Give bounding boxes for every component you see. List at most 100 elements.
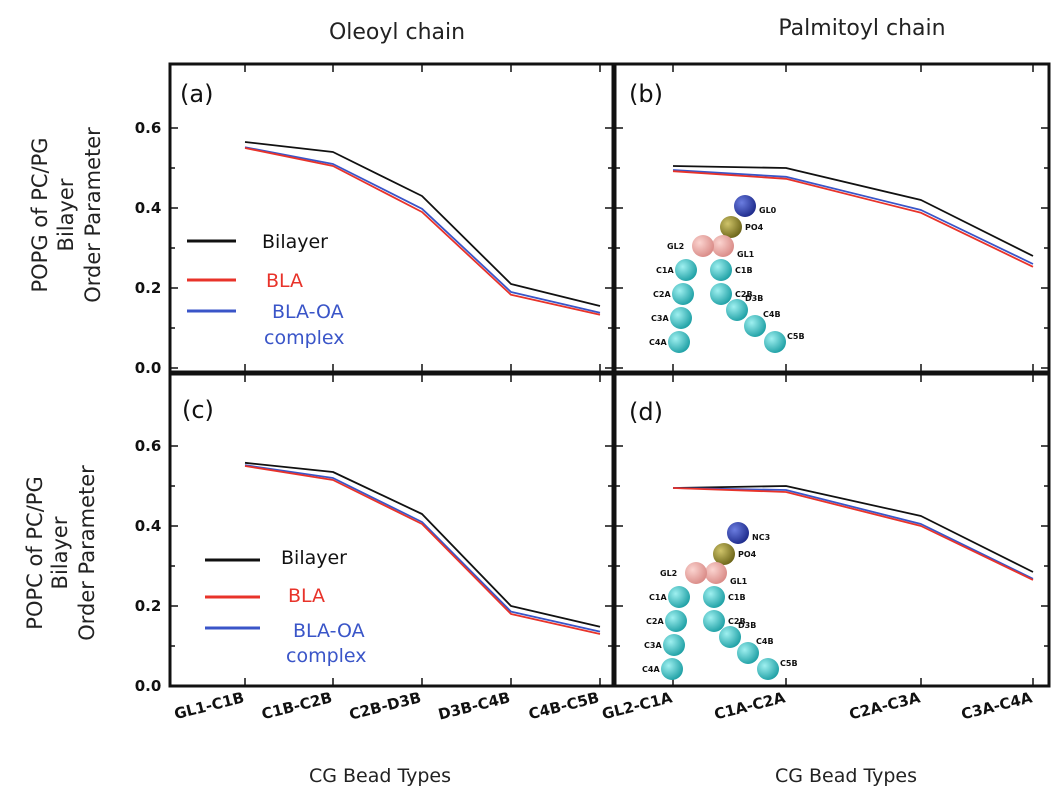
bead-gl1 xyxy=(705,562,727,584)
bead-c4a xyxy=(668,331,690,353)
bead-nc3 xyxy=(727,522,749,544)
bead-label: PO4 xyxy=(738,550,757,559)
bead-c2a xyxy=(665,610,687,632)
bead-label: C4A xyxy=(642,665,660,674)
series-line-bla xyxy=(672,170,1034,268)
x-tick-label: C3A-C4A xyxy=(959,688,1034,723)
legend-bottom-bla-label: BLA xyxy=(288,585,325,607)
y-tick-label: 0.2 xyxy=(135,597,162,615)
panel-label: (b) xyxy=(629,80,663,108)
legend-bottom-blaoa-label2: complex xyxy=(286,645,367,667)
bead-label: C2A xyxy=(653,290,671,299)
xlabel-right: CG Bead Types xyxy=(775,765,917,787)
molecule-bottom: NC3 PO4 GL1 GL2 C1B C1A C2B C2A D3B C3A C4B C4A C5B xyxy=(642,522,798,680)
bead-label: NC3 xyxy=(752,533,770,542)
x-tick-label: C1B-C2B xyxy=(260,688,334,723)
x-tick-label: C4B-C5B xyxy=(527,688,601,723)
panel-b-frame xyxy=(613,62,1051,374)
legend-top-blaoa-label1: BLA-OA xyxy=(272,301,344,323)
bead-c5b xyxy=(764,331,786,353)
bead-d3b xyxy=(726,299,748,321)
bead-label: C3A xyxy=(651,314,669,323)
bead-c3a xyxy=(670,307,692,329)
panel-c: 0.0 0.2 0.4 0.6 GL1-C1B C1B-C2B C2B-D3B D3B-C4B… xyxy=(135,374,613,724)
legend-bottom-bilayer-label: Bilayer xyxy=(281,547,347,569)
bead-gl1 xyxy=(712,235,734,257)
ylabel-top-line1: POPG of PC/PG xyxy=(28,137,52,292)
bead-label: C2B xyxy=(735,290,753,299)
ylabel-bottom-line2: Bilayer xyxy=(48,516,72,589)
col-title-palmitoyl: Palmitoyl chain xyxy=(778,16,945,41)
ylabel-top: POPG of PC/PG Bilayer Order Parameter xyxy=(28,127,105,303)
bead-c1a xyxy=(675,259,697,281)
bead-c2a xyxy=(672,283,694,305)
bead-d3b xyxy=(719,626,741,648)
panel-label: (d) xyxy=(629,398,663,426)
panel-label: (c) xyxy=(182,396,214,424)
bead-label: C1A xyxy=(656,266,674,275)
y-tick-label: 0.0 xyxy=(135,677,162,695)
y-tick-label: 0.0 xyxy=(135,359,162,377)
bead-c2b xyxy=(703,610,725,632)
bead-c4b xyxy=(737,642,759,664)
bead-label: C5B xyxy=(780,659,798,668)
bead-label: C5B xyxy=(787,332,805,341)
bead-c1a xyxy=(668,586,690,608)
col-title-oleoyl: Oleoyl chain xyxy=(329,20,465,45)
bead-label: C2A xyxy=(646,617,664,626)
series-line-bla-oa-complex xyxy=(672,487,1034,580)
bead-label: D3B xyxy=(738,621,756,630)
x-tick-label: GL2-C1A xyxy=(600,688,674,723)
series-line-bla-oa-complex xyxy=(244,146,601,314)
panel-b: (b) xyxy=(615,64,1049,372)
bead-label: C4B xyxy=(763,310,781,319)
panel-c-frame xyxy=(168,372,615,688)
ylabel-bottom-line1: POPC of PC/PG xyxy=(23,476,47,629)
molecule-top: GL0 PO4 GL1 GL2 C1B C1A C2B C2A D3B C3A C4B C4A C5B xyxy=(649,195,805,353)
y-tick-label: 0.2 xyxy=(135,279,162,297)
bead-label: C2B xyxy=(728,617,746,626)
bead-c4a xyxy=(661,658,683,680)
series-line-bla-oa-complex xyxy=(244,464,601,633)
y-tick-label: 0.4 xyxy=(135,517,162,535)
bead-label: C1B xyxy=(735,266,753,275)
series-line-bla xyxy=(244,465,601,635)
series-line-bilayer xyxy=(244,141,601,307)
bead-c1b xyxy=(710,259,732,281)
bead-label: GL1 xyxy=(737,250,755,259)
legend-bottom-blaoa-label1: BLA-OA xyxy=(293,620,365,642)
bead-label: C1B xyxy=(728,593,746,602)
panel-a-frame xyxy=(168,62,615,374)
bead-label: C4A xyxy=(649,338,667,347)
ylabel-bottom: POPC of PC/PG Bilayer Order Parameter xyxy=(23,465,99,641)
ylabel-bottom-line3: Order Parameter xyxy=(75,465,99,641)
ylabel-top-line3: Order Parameter xyxy=(81,127,105,303)
series-line-bla xyxy=(672,487,1034,581)
x-tick-label: C2A-C3A xyxy=(847,688,922,723)
series-line-bilayer xyxy=(244,461,601,628)
xlabel-left: CG Bead Types xyxy=(309,765,451,787)
bead-label: C4B xyxy=(756,637,774,646)
x-tick-label: C2B-D3B xyxy=(347,688,423,723)
series-line-bilayer xyxy=(672,165,1034,257)
legend-top-bilayer-label: Bilayer xyxy=(262,231,328,253)
bead-c2b xyxy=(710,283,732,305)
bead-gl2 xyxy=(685,562,707,584)
bead-label: PO4 xyxy=(745,223,764,232)
bead-gl2 xyxy=(692,235,714,257)
legend-top-blaoa-label2: complex xyxy=(264,327,345,349)
x-tick-label: C1A-C2A xyxy=(712,688,787,723)
bead-gl0 xyxy=(734,195,756,217)
bead-label: GL2 xyxy=(667,242,684,251)
bead-c4b xyxy=(744,315,766,337)
panel-label: (a) xyxy=(180,80,213,108)
bead-label: GL1 xyxy=(730,577,748,586)
y-tick-label: 0.6 xyxy=(135,119,162,137)
bead-po4 xyxy=(720,216,742,238)
bead-label: C3A xyxy=(644,641,662,650)
ylabel-top-line2: Bilayer xyxy=(54,178,78,251)
x-tick-label: GL1-C1B xyxy=(172,688,246,723)
bead-c1b xyxy=(703,586,725,608)
bead-po4 xyxy=(713,543,735,565)
